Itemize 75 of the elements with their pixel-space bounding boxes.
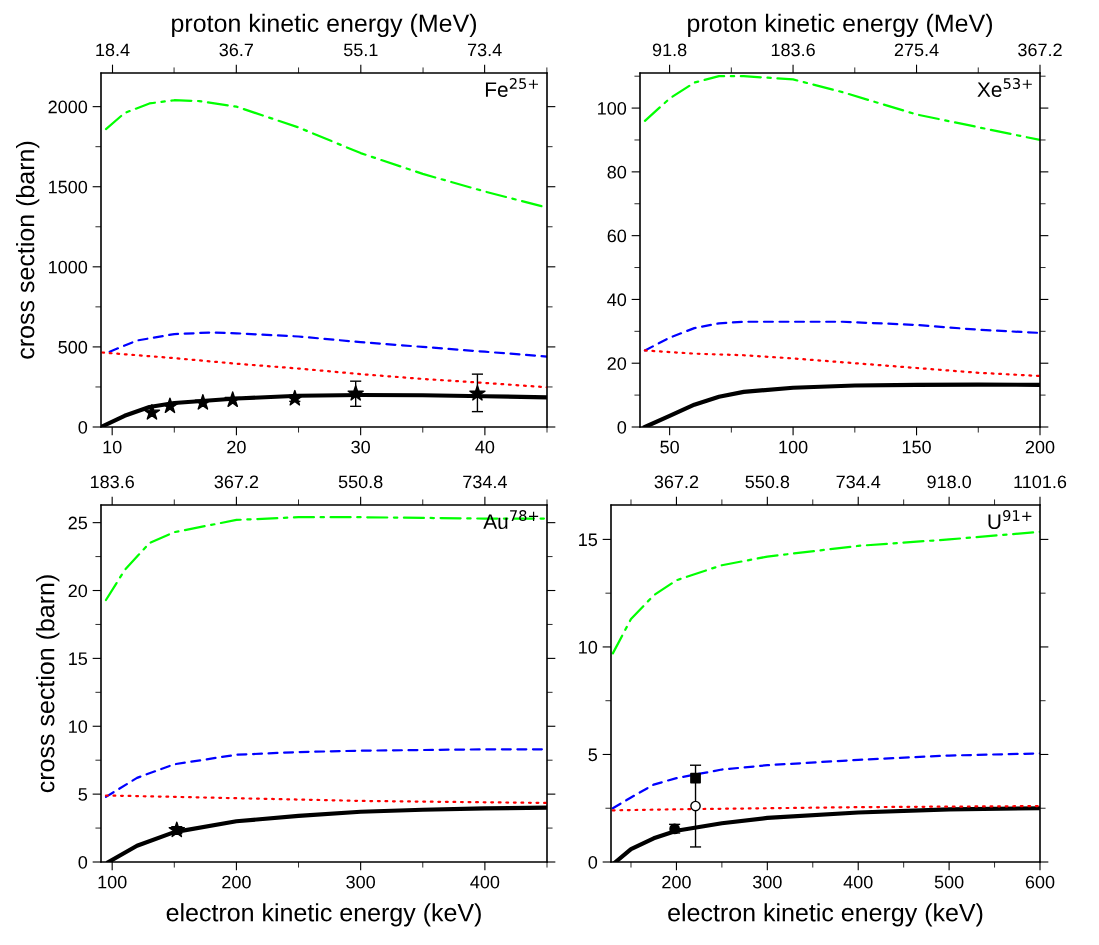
y-tick-label: 5 bbox=[78, 788, 88, 801]
x-tick-label: 20 bbox=[227, 440, 246, 454]
x2-tick-label: 550.8 bbox=[338, 475, 383, 489]
line-series bbox=[108, 331, 547, 358]
point bbox=[469, 384, 486, 401]
annotation: Fe$^{25+}$ bbox=[485, 77, 539, 97]
y-tick-label: 40 bbox=[607, 293, 627, 307]
x2-axis-title: proton kinetic energy (MeV) bbox=[688, 13, 992, 38]
x-tick-label: 300 bbox=[752, 875, 782, 889]
x-tick-label: 50 bbox=[660, 440, 679, 454]
annotation: U$^{91+}$ bbox=[988, 510, 1032, 530]
line-series bbox=[643, 75, 1040, 142]
line-series bbox=[104, 794, 547, 805]
y-tick-label: 0 bbox=[78, 420, 88, 434]
y-tick-label: 10 bbox=[69, 720, 88, 733]
y-tick-label: 20 bbox=[607, 357, 627, 370]
y-tick-label: 5 bbox=[588, 748, 598, 762]
x-tick-label: 100 bbox=[779, 440, 808, 454]
x-tick-label: 300 bbox=[346, 875, 376, 889]
point bbox=[690, 772, 701, 784]
x2-tick-label: 183.6 bbox=[90, 475, 134, 489]
x2-tick-label: 36.7 bbox=[219, 43, 253, 57]
x2-axis-title: proton kinetic energy (MeV) bbox=[172, 13, 476, 38]
y-tick-label: 25 bbox=[68, 516, 88, 530]
x2-tick-label: 275.4 bbox=[894, 43, 939, 57]
x2-tick-label: 91.8 bbox=[652, 43, 687, 57]
y-tick-label: 15 bbox=[69, 652, 88, 666]
x2-tick-label: 55.1 bbox=[343, 43, 378, 57]
line-series bbox=[643, 349, 1040, 378]
x2-tick-label: 1101.6 bbox=[1014, 475, 1067, 489]
x-tick-label: 400 bbox=[843, 875, 873, 889]
y-tick-label: 100 bbox=[598, 102, 627, 115]
x-axis-title: electron kinetic energy (keV) bbox=[166, 903, 481, 927]
x-tick-label: 200 bbox=[1025, 440, 1055, 454]
y-tick-label: 0 bbox=[78, 855, 88, 869]
y-tick-label: 2000 bbox=[48, 100, 88, 114]
x-tick-label: 400 bbox=[470, 875, 500, 889]
point bbox=[224, 391, 241, 408]
y-tick-label: 1500 bbox=[49, 180, 88, 194]
x2-tick-label: 918.0 bbox=[927, 475, 971, 489]
y-axis-title: cross section (barn) bbox=[16, 141, 40, 359]
x-tick-label: 200 bbox=[662, 875, 691, 889]
point bbox=[143, 403, 161, 420]
point bbox=[347, 384, 364, 401]
x-tick-label: 200 bbox=[222, 875, 251, 889]
y-tick-label: 500 bbox=[58, 340, 88, 354]
y-tick-label: 1000 bbox=[49, 260, 88, 274]
x-axis-title: electron kinetic energy (keV) bbox=[668, 903, 983, 927]
x2-tick-label: 18.4 bbox=[96, 43, 130, 57]
x2-tick-label: 367.2 bbox=[214, 475, 259, 489]
x2-tick-label: 183.6 bbox=[771, 43, 815, 57]
y-tick-label: 20 bbox=[68, 584, 88, 598]
x-tick-label: 30 bbox=[351, 440, 370, 454]
point bbox=[690, 800, 701, 812]
x-tick-label: 100 bbox=[98, 875, 127, 889]
x2-tick-label: 734.4 bbox=[836, 475, 881, 489]
x2-tick-label: 367.2 bbox=[654, 475, 699, 489]
x2-tick-label: 734.4 bbox=[463, 475, 507, 489]
x-tick-label: 500 bbox=[934, 875, 964, 889]
x-tick-label: 10 bbox=[103, 440, 122, 454]
line-series bbox=[643, 320, 1040, 352]
y-tick-label: 0 bbox=[588, 855, 598, 869]
y-axis-title: cross section (barn) bbox=[36, 575, 60, 793]
y-tick-label: 15 bbox=[579, 533, 598, 547]
x-tick-label: 150 bbox=[902, 440, 931, 454]
y-tick-label: 80 bbox=[607, 165, 627, 179]
y-tick-label: 60 bbox=[607, 229, 627, 243]
x-tick-label: 40 bbox=[475, 440, 495, 454]
x2-tick-label: 550.8 bbox=[745, 475, 790, 489]
y-tick-label: 0 bbox=[617, 420, 627, 434]
x2-tick-label: 367.2 bbox=[1018, 43, 1062, 57]
x-tick-label: 600 bbox=[1025, 875, 1055, 889]
y-tick-label: 10 bbox=[579, 640, 598, 654]
annotation: Xe$^{53+}$ bbox=[977, 77, 1032, 97]
x2-tick-label: 73.4 bbox=[467, 43, 502, 57]
